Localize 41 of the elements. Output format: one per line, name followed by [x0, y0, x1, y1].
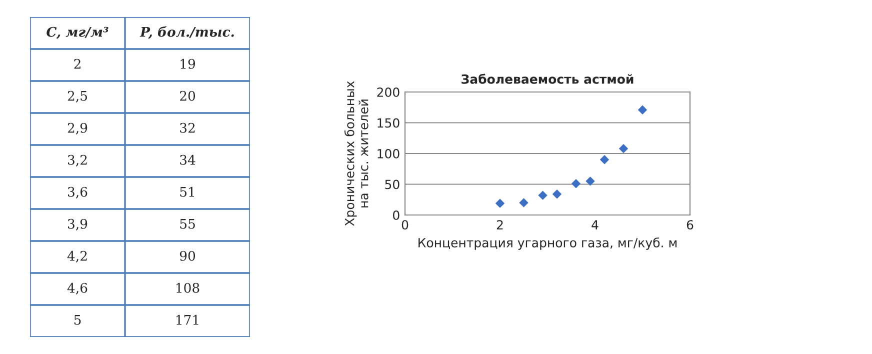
x-tick-label: 2 — [496, 220, 503, 230]
text: 51 — [180, 186, 194, 197]
y-tick-label: 200 — [377, 87, 400, 97]
x-axis-title: Концентрация угарного газа, мг/куб. м — [418, 238, 677, 250]
x-tick-label: 6 — [686, 220, 694, 230]
text: 4,2 — [67, 250, 87, 262]
text: 5 — [74, 315, 81, 325]
point — [571, 179, 581, 188]
text: 19 — [180, 58, 196, 69]
y-axis-title: Хронических больных на тыс. жителей — [344, 81, 368, 226]
point — [618, 144, 628, 154]
point — [519, 198, 528, 208]
point — [638, 105, 648, 114]
text: 4,6 — [67, 282, 88, 294]
text: 3,2 — [68, 154, 87, 166]
text: 34 — [180, 154, 196, 165]
y-tick-label: 50 — [385, 180, 400, 190]
text: P, бол./тыс. — [140, 26, 234, 39]
text: 90 — [180, 250, 196, 261]
text: 108 — [176, 282, 200, 293]
chart-title: Заболеваемость астмой — [462, 74, 634, 84]
y-tick-label: 100 — [378, 148, 400, 158]
point — [495, 198, 505, 208]
point — [586, 176, 595, 186]
text: 2,5 — [68, 90, 87, 102]
text: 20 — [180, 90, 196, 101]
x-tick-label: 4 — [592, 220, 598, 230]
text: 55 — [180, 219, 195, 229]
x-tick-label: 0 — [402, 220, 408, 230]
text: C, мг/м³ — [46, 26, 108, 39]
text: 171 — [176, 314, 198, 325]
text: 3,9 — [68, 218, 88, 230]
point — [538, 190, 548, 200]
point — [552, 189, 562, 199]
text: 2,9 — [68, 122, 88, 134]
y-tick-label: 0 — [393, 210, 400, 220]
text: 3,6 — [68, 186, 88, 198]
text: 2 — [74, 58, 80, 69]
text: 32 — [180, 122, 195, 133]
y-tick-label: 150 — [378, 118, 400, 128]
point — [600, 155, 610, 164]
